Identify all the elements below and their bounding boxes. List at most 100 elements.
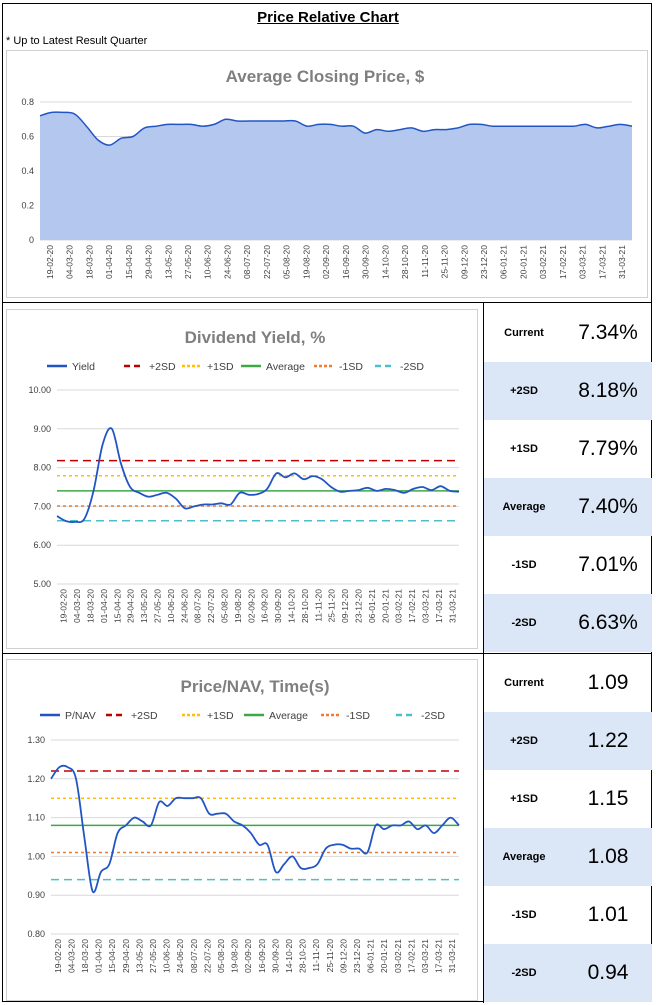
- x-tick-label: 22-07-20: [262, 245, 272, 279]
- x-tick-label: 10-06-20: [162, 939, 172, 973]
- x-tick-label: 01-04-20: [99, 589, 109, 623]
- stat-value: 0.94: [587, 961, 629, 984]
- legend-series-label: Yield: [72, 361, 95, 373]
- stat-value: 7.01%: [578, 553, 638, 576]
- stat-label: Current: [504, 327, 544, 339]
- legend-minus1sd-label: -1SD: [346, 710, 370, 722]
- x-tick-label: 20-01-21: [518, 245, 528, 279]
- pnav-chart-panel: Price/NAV, Time(s) 0.80 0.90 1.00 1.10 1.20 1.…: [6, 659, 478, 1001]
- stat-row-average: Average 1.08: [484, 828, 652, 886]
- stat-row-minus1sd: -1SD 7.01%: [484, 536, 652, 594]
- stat-row-minus2sd: -2SD 0.94: [484, 944, 652, 1002]
- x-tick-label: 19-08-20: [301, 245, 311, 279]
- legend-plus1sd-label: +1SD: [207, 361, 234, 373]
- page-subtitle: * Up to Latest Result Quarter: [6, 35, 148, 47]
- x-tick-label: 18-03-20: [86, 589, 96, 623]
- x-tick-label: 19-08-20: [230, 939, 240, 973]
- x-tick-label: 31-03-21: [447, 589, 457, 623]
- x-tick-label: 16-09-20: [260, 589, 270, 623]
- series-line: [56, 427, 460, 524]
- y-tick-label: 0.6: [21, 132, 34, 142]
- x-tick-label: 27-05-20: [183, 245, 193, 279]
- stat-label: -2SD: [511, 967, 537, 979]
- yield-chart-panel: Dividend Yield, % 5.00 6.00 7.00 8.00 9.00 10.…: [6, 309, 478, 649]
- x-tick-label: 06-01-21: [366, 939, 376, 973]
- chart-title: Average Closing Price, $: [226, 67, 425, 86]
- stat-row-minus2sd: -2SD 6.63%: [484, 594, 652, 652]
- x-tick-label: 11-11-20: [311, 939, 321, 972]
- dividend-stats-table: Current 7.34% +2SD 8.18% +1SD 7.79% Aver…: [484, 304, 652, 653]
- x-tick-label: 25-11-20: [327, 589, 337, 623]
- x-tick-label: 17-03-21: [434, 589, 444, 623]
- x-tick-label: 10-06-20: [203, 245, 213, 279]
- x-tick-label: 09-12-20: [459, 245, 469, 279]
- y-tick-label: 1.00: [27, 851, 45, 861]
- x-tick-label: 27-05-20: [148, 939, 158, 973]
- legend-plus2sd-label: +2SD: [131, 710, 158, 722]
- chart-title: Price/NAV, Time(s): [181, 677, 330, 696]
- x-tick-label: 08-07-20: [242, 245, 252, 279]
- divider-1: [2, 302, 652, 303]
- y-tick-label: 7.00: [33, 501, 51, 511]
- x-tick-label: 14-10-20: [287, 589, 297, 623]
- x-tick-label: 17-03-21: [597, 245, 607, 279]
- chart-title: Dividend Yield, %: [185, 328, 326, 347]
- x-tick-label: 19-02-20: [45, 245, 55, 279]
- legend-minus2sd-label: -2SD: [421, 710, 445, 722]
- y-tick-label: 1.10: [27, 813, 45, 823]
- y-tick-label: 10.00: [28, 385, 51, 395]
- x-tick-label: 31-03-21: [617, 245, 627, 279]
- y-tick-label: 0.80: [27, 929, 45, 939]
- stat-value: 7.40%: [578, 495, 638, 518]
- x-tick-label: 28-10-20: [300, 589, 310, 623]
- stat-value: 1.01: [587, 903, 629, 926]
- x-tick-label: 24-06-20: [179, 589, 189, 623]
- x-tick-label: 02-09-20: [243, 939, 253, 973]
- x-tick-label: 19-08-20: [233, 589, 243, 623]
- legend-series-label: P/NAV: [65, 710, 96, 722]
- stat-label: Average: [502, 851, 546, 863]
- x-tick-label: 09-12-20: [338, 939, 348, 973]
- x-tick-label: 29-04-20: [121, 939, 131, 973]
- x-tick-label: 05-08-20: [216, 939, 226, 973]
- x-tick-label: 18-03-20: [84, 245, 94, 279]
- x-tick-label: 01-04-20: [104, 245, 114, 279]
- y-tick-label: 6.00: [33, 540, 51, 550]
- x-tick-label: 23-12-20: [354, 589, 364, 623]
- x-tick-label: 22-07-20: [206, 589, 216, 623]
- stat-value: 7.34%: [578, 321, 638, 344]
- x-tick-label: 16-09-20: [341, 245, 351, 279]
- stat-row-current: Current 7.34%: [484, 304, 652, 362]
- divider-2: [2, 653, 652, 654]
- y-tick-label: 1.20: [27, 774, 45, 784]
- x-tick-label: 29-04-20: [144, 245, 154, 279]
- x-tick-label: 23-12-20: [479, 245, 489, 279]
- x-tick-label: 15-04-20: [124, 245, 134, 279]
- stat-label: +2SD: [510, 385, 538, 397]
- x-tick-label: 22-07-20: [202, 939, 212, 973]
- y-tick-label: 0: [29, 235, 34, 245]
- y-tick-label: 1.30: [27, 735, 45, 745]
- series-line: [50, 764, 460, 894]
- stat-value: 1.08: [587, 845, 629, 868]
- x-tick-label: 19-02-20: [59, 589, 69, 623]
- stat-label: -1SD: [511, 909, 537, 921]
- x-tick-label: 03-02-21: [394, 589, 404, 623]
- x-tick-label: 27-05-20: [153, 589, 163, 623]
- x-tick-label: 23-12-20: [352, 939, 362, 973]
- price-chart-panel: Average Closing Price, $ 0 0.2 0.4 0.6 0.8 19-…: [6, 50, 648, 298]
- x-tick-label: 17-02-21: [407, 589, 417, 623]
- y-tick-label: 0.8: [21, 97, 34, 107]
- x-tick-label: 09-12-20: [340, 589, 350, 623]
- x-tick-label: 11-11-20: [313, 589, 323, 622]
- y-tick-label: 5.00: [33, 579, 51, 589]
- y-tick-label: 0.90: [27, 890, 45, 900]
- price-chart: Average Closing Price, $ 0 0.2 0.4 0.6 0.8 19-…: [21, 67, 633, 279]
- x-tick-label: 01-04-20: [94, 939, 104, 973]
- y-tick-label: 9.00: [33, 424, 51, 434]
- legend-average-label: Average: [266, 361, 305, 373]
- x-tick-label: 03-03-21: [578, 245, 588, 279]
- vertical-divider: [483, 302, 484, 1003]
- stat-row-plus1sd: +1SD 1.15: [484, 770, 652, 828]
- legend-average-label: Average: [269, 710, 308, 722]
